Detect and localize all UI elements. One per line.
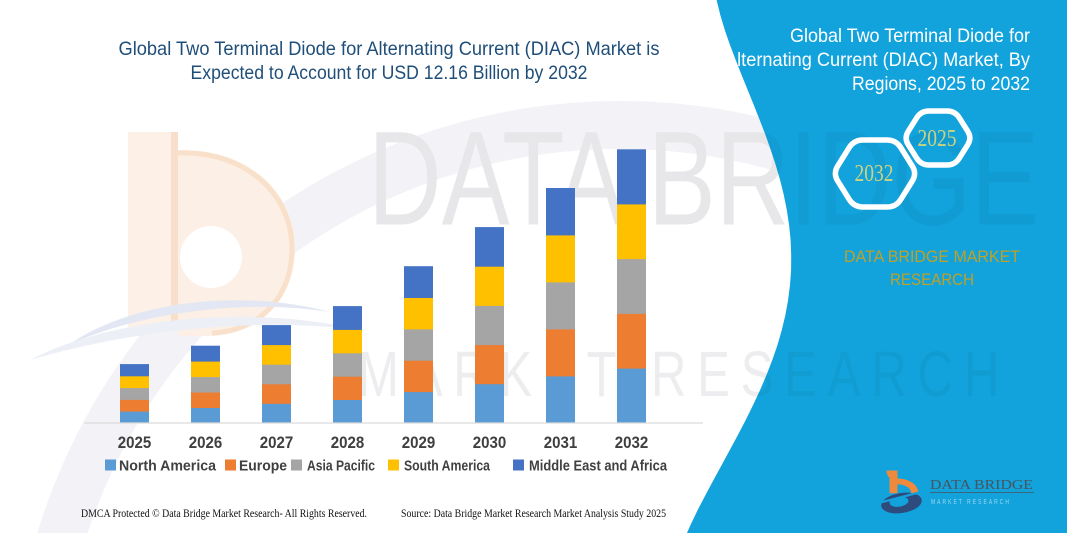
svg-text:2031: 2031 (544, 434, 578, 452)
svg-text:2028: 2028 (331, 434, 365, 452)
svg-text:2025: 2025 (118, 434, 152, 452)
svg-text:Expected to Account for USD 12: Expected to Account for USD 12.16 Billio… (191, 62, 588, 84)
svg-text:MARKET RESEARCH: MARKET RESEARCH (931, 497, 1011, 506)
svg-text:Asia Pacific: Asia Pacific (307, 459, 375, 475)
svg-text:Global Two Terminal Diode for: Global Two Terminal Diode for Alternatin… (119, 38, 660, 60)
svg-text:Global Two Terminal Diode for: Global Two Terminal Diode for (790, 25, 1030, 47)
svg-text:2029: 2029 (402, 434, 436, 452)
svg-text:2030: 2030 (473, 434, 507, 452)
svg-text:Alternating Current (DIAC) Mar: Alternating Current (DIAC) Market, By (725, 49, 1030, 71)
svg-text:RESEARCH: RESEARCH (890, 271, 974, 289)
svg-text:Regions, 2025 to 2032: Regions, 2025 to 2032 (852, 73, 1030, 95)
svg-text:DATA BRIDGE MARKET: DATA BRIDGE MARKET (844, 248, 1020, 266)
svg-text:2025: 2025 (918, 126, 957, 152)
svg-text:Middle East and Africa: Middle East and Africa (529, 459, 668, 475)
svg-text:South America: South America (404, 459, 491, 475)
svg-text:2026: 2026 (189, 434, 223, 452)
svg-text:2032: 2032 (855, 161, 894, 187)
svg-text:North America: North America (119, 459, 217, 475)
svg-text:2027: 2027 (260, 434, 294, 452)
svg-text:DATA BRIDGE: DATA BRIDGE (930, 478, 1033, 493)
svg-text:Source: Data Bridge Market Res: Source: Data Bridge Market Research Mark… (401, 506, 666, 520)
svg-text:2032: 2032 (615, 434, 649, 452)
svg-text:DMCA Protected © Data Bridge M: DMCA Protected © Data Bridge Market Rese… (81, 506, 367, 520)
svg-text:Europe: Europe (239, 459, 287, 475)
